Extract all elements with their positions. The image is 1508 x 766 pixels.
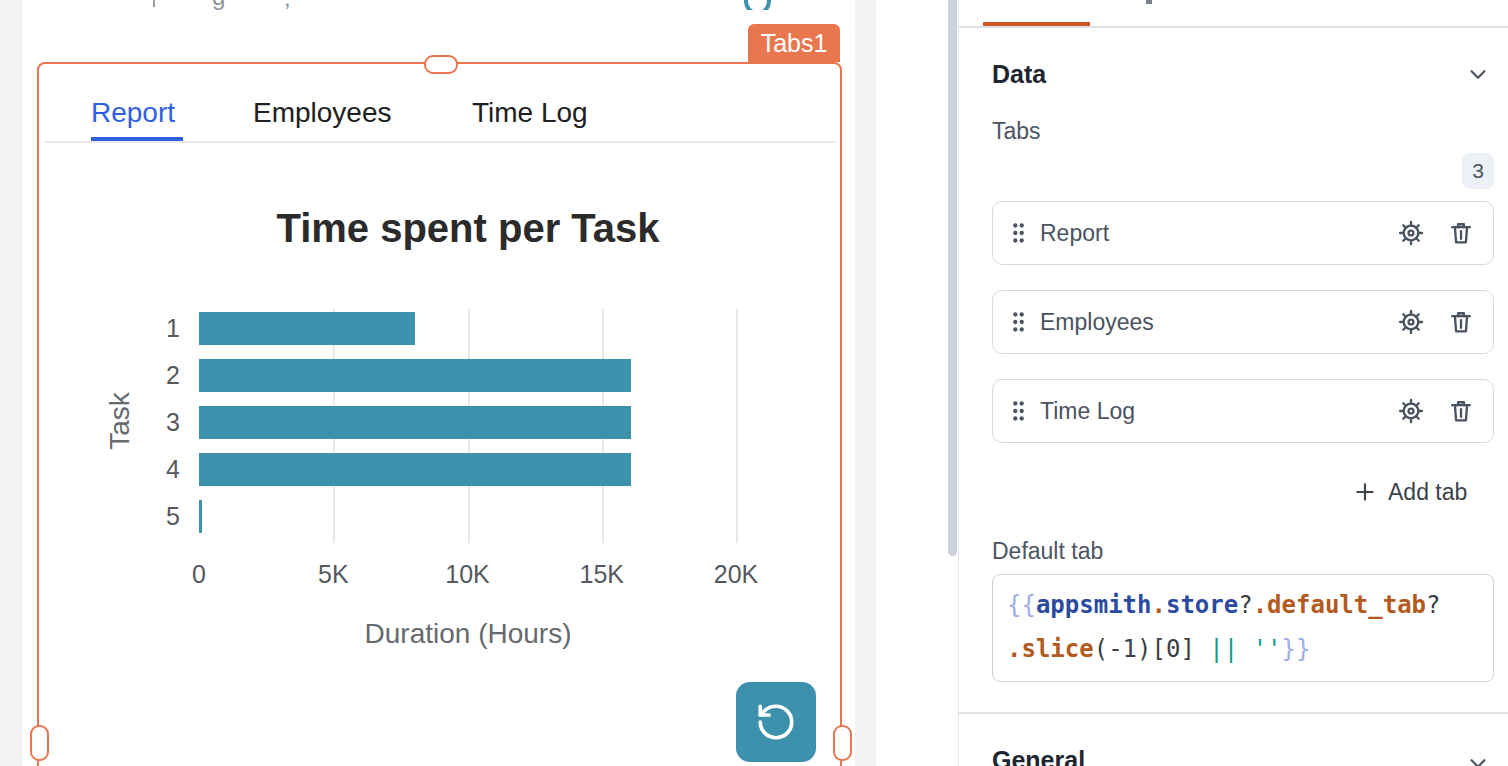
chevron-down-icon[interactable] [1464, 752, 1492, 766]
tab-list-item[interactable]: Report [992, 201, 1494, 265]
code-line: .slice(-1)[0] || ''}} [1007, 627, 1479, 671]
chart-bar [199, 359, 631, 392]
tabs-count-badge: 3 [1462, 153, 1494, 189]
chart-bar [199, 406, 631, 439]
add-tab-button[interactable]: Add tab [1352, 476, 1467, 508]
chart-x-tick-label: 5K [291, 560, 375, 589]
pane-header-divider [958, 26, 1508, 28]
tab-list-item[interactable]: Time Log [992, 379, 1494, 443]
tab-item-label: Report [1040, 220, 1397, 247]
chart-gridline [736, 309, 738, 543]
rotate-ccw-icon [755, 701, 797, 743]
add-tab-label: Add tab [1388, 479, 1467, 506]
chart-y-tick-label: 2 [140, 361, 180, 390]
trash-icon[interactable] [1447, 397, 1475, 425]
chevron-down-icon[interactable] [1464, 63, 1492, 85]
pane-scrollbar-thumb[interactable] [948, 0, 957, 556]
chart-x-tick-label: 15K [560, 560, 644, 589]
tab-item-label: Time Log [1040, 398, 1397, 425]
chart-y-tick-label: 3 [140, 408, 180, 437]
gear-icon[interactable] [1397, 397, 1425, 425]
gear-icon[interactable] [1397, 308, 1425, 336]
chart-x-tick-label: 10K [426, 560, 510, 589]
trash-icon[interactable] [1447, 219, 1475, 247]
drag-handle-icon[interactable] [1011, 221, 1026, 245]
tabs-field-label: Tabs [992, 118, 1041, 145]
default-tab-label: Default tab [992, 538, 1103, 565]
chart-y-tick-label: 4 [140, 455, 180, 484]
chart-refresh-button[interactable] [736, 682, 816, 762]
chart-y-tick-label: 1 [140, 314, 180, 343]
default-tab-code-input[interactable]: {{appsmith.store?.default_tab?.slice(-1)… [992, 574, 1494, 682]
tab-list-item[interactable]: Employees [992, 290, 1494, 354]
chart-bar [199, 312, 415, 345]
appsmith-editor: g , Tabs1 Report Employees Time Log Time… [0, 0, 1508, 766]
section-header-general[interactable]: General [992, 746, 1085, 766]
chart-bar [199, 500, 202, 533]
clipped-pane-tab-text [1146, 0, 1152, 4]
chart-x-axis-title: Duration (Hours) [318, 618, 618, 650]
tab-item-label: Employees [1040, 309, 1397, 336]
drag-handle-icon[interactable] [1011, 399, 1026, 423]
code-line: {{appsmith.store?.default_tab? [1007, 583, 1479, 627]
trash-icon[interactable] [1447, 308, 1475, 336]
bar-chart: 1 2 3 4 5 0 5K 10K 15K 20K [0, 0, 876, 766]
pane-left-border [958, 0, 959, 766]
chart-y-tick-label: 5 [140, 502, 180, 531]
pane-section-divider [958, 712, 1508, 714]
chart-x-tick-label: 0 [157, 560, 241, 589]
drag-handle-icon[interactable] [1011, 310, 1026, 334]
chart-x-tick-label: 20K [694, 560, 778, 589]
gear-icon[interactable] [1397, 219, 1425, 247]
chart-bar [199, 453, 631, 486]
section-header-data[interactable]: Data [992, 60, 1046, 89]
plus-icon [1352, 479, 1378, 505]
